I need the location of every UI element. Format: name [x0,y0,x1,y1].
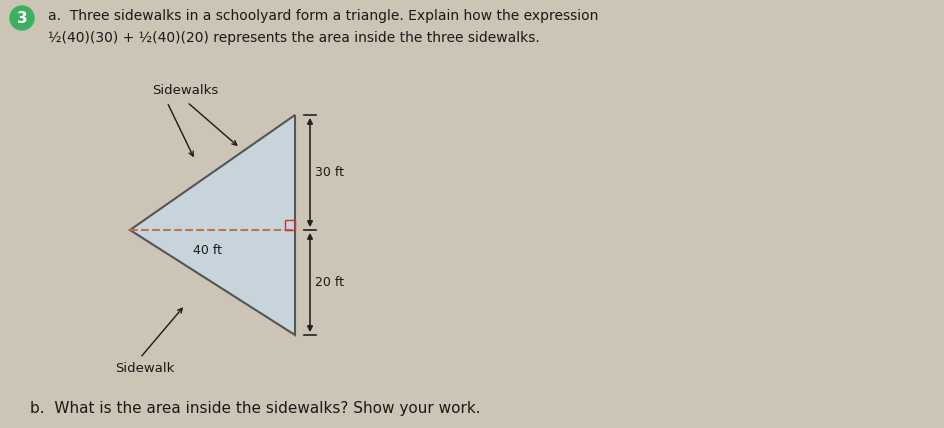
Circle shape [10,6,34,30]
Text: a.  Three sidewalks in a schoolyard form a triangle. Explain how the expression: a. Three sidewalks in a schoolyard form … [48,9,598,23]
Text: Sidewalks: Sidewalks [152,83,218,96]
Text: Sidewalk: Sidewalk [115,362,175,374]
Text: b.  What is the area inside the sidewalks? Show your work.: b. What is the area inside the sidewalks… [30,401,480,416]
Text: 3: 3 [17,11,27,26]
Text: ½(40)(30) + ½(40)(20) represents the area inside the three sidewalks.: ½(40)(30) + ½(40)(20) represents the are… [48,31,540,45]
Polygon shape [130,115,295,335]
Text: 30 ft: 30 ft [315,166,344,179]
Text: 40 ft: 40 ft [193,244,222,257]
Text: 20 ft: 20 ft [315,276,344,289]
